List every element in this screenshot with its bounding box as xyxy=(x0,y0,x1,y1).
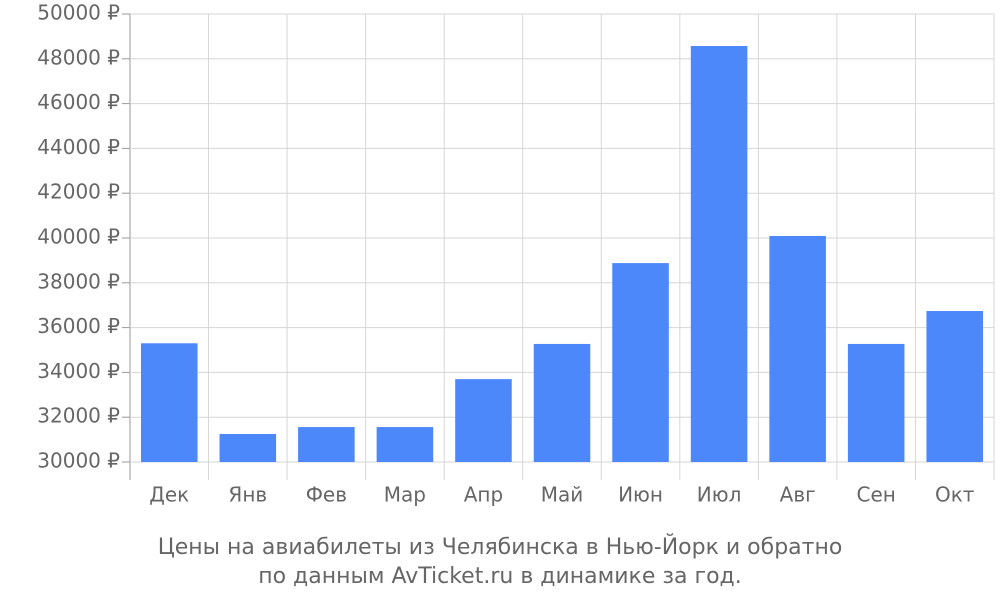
y-tick-label: 38000 ₽ xyxy=(37,269,120,293)
bar xyxy=(376,427,434,462)
bar xyxy=(847,343,905,462)
x-tick-label: Май xyxy=(541,483,584,507)
x-tick-label: Фев xyxy=(306,483,347,507)
y-tick-label: 44000 ₽ xyxy=(37,135,120,159)
bar xyxy=(140,343,198,462)
y-tick-label: 42000 ₽ xyxy=(37,180,120,204)
x-tick-label: Июл xyxy=(697,483,742,507)
y-tick-label: 50000 ₽ xyxy=(37,1,120,25)
y-tick-label: 34000 ₽ xyxy=(37,359,120,383)
caption-line: по данным AvTicket.ru в динамике за год. xyxy=(258,564,742,589)
x-tick-label: Авг xyxy=(780,483,816,507)
bar xyxy=(455,379,512,462)
bar xyxy=(690,46,748,462)
bar xyxy=(533,343,591,462)
y-tick-label: 46000 ₽ xyxy=(37,90,120,114)
bar xyxy=(612,263,669,462)
x-tick-label: Янв xyxy=(228,483,267,507)
bar xyxy=(769,235,826,462)
x-tick-label: Сен xyxy=(857,483,896,507)
x-tick-label: Мар xyxy=(384,483,426,507)
caption-line: Цены на авиабилеты из Челябинска в Нью-Й… xyxy=(158,534,843,560)
bar xyxy=(298,427,355,462)
x-tick-label: Окт xyxy=(935,483,975,507)
y-tick-label: 30000 ₽ xyxy=(37,449,120,473)
bar xyxy=(926,311,984,462)
y-tick-label: 48000 ₽ xyxy=(37,45,120,69)
y-tick-label: 40000 ₽ xyxy=(37,225,120,249)
x-tick-label: Июн xyxy=(618,483,663,507)
x-tick-label: Апр xyxy=(464,483,503,507)
y-tick-label: 36000 ₽ xyxy=(37,314,120,338)
x-tick-label: Дек xyxy=(149,483,189,507)
bar xyxy=(219,434,277,462)
y-tick-label: 32000 ₽ xyxy=(37,404,120,428)
